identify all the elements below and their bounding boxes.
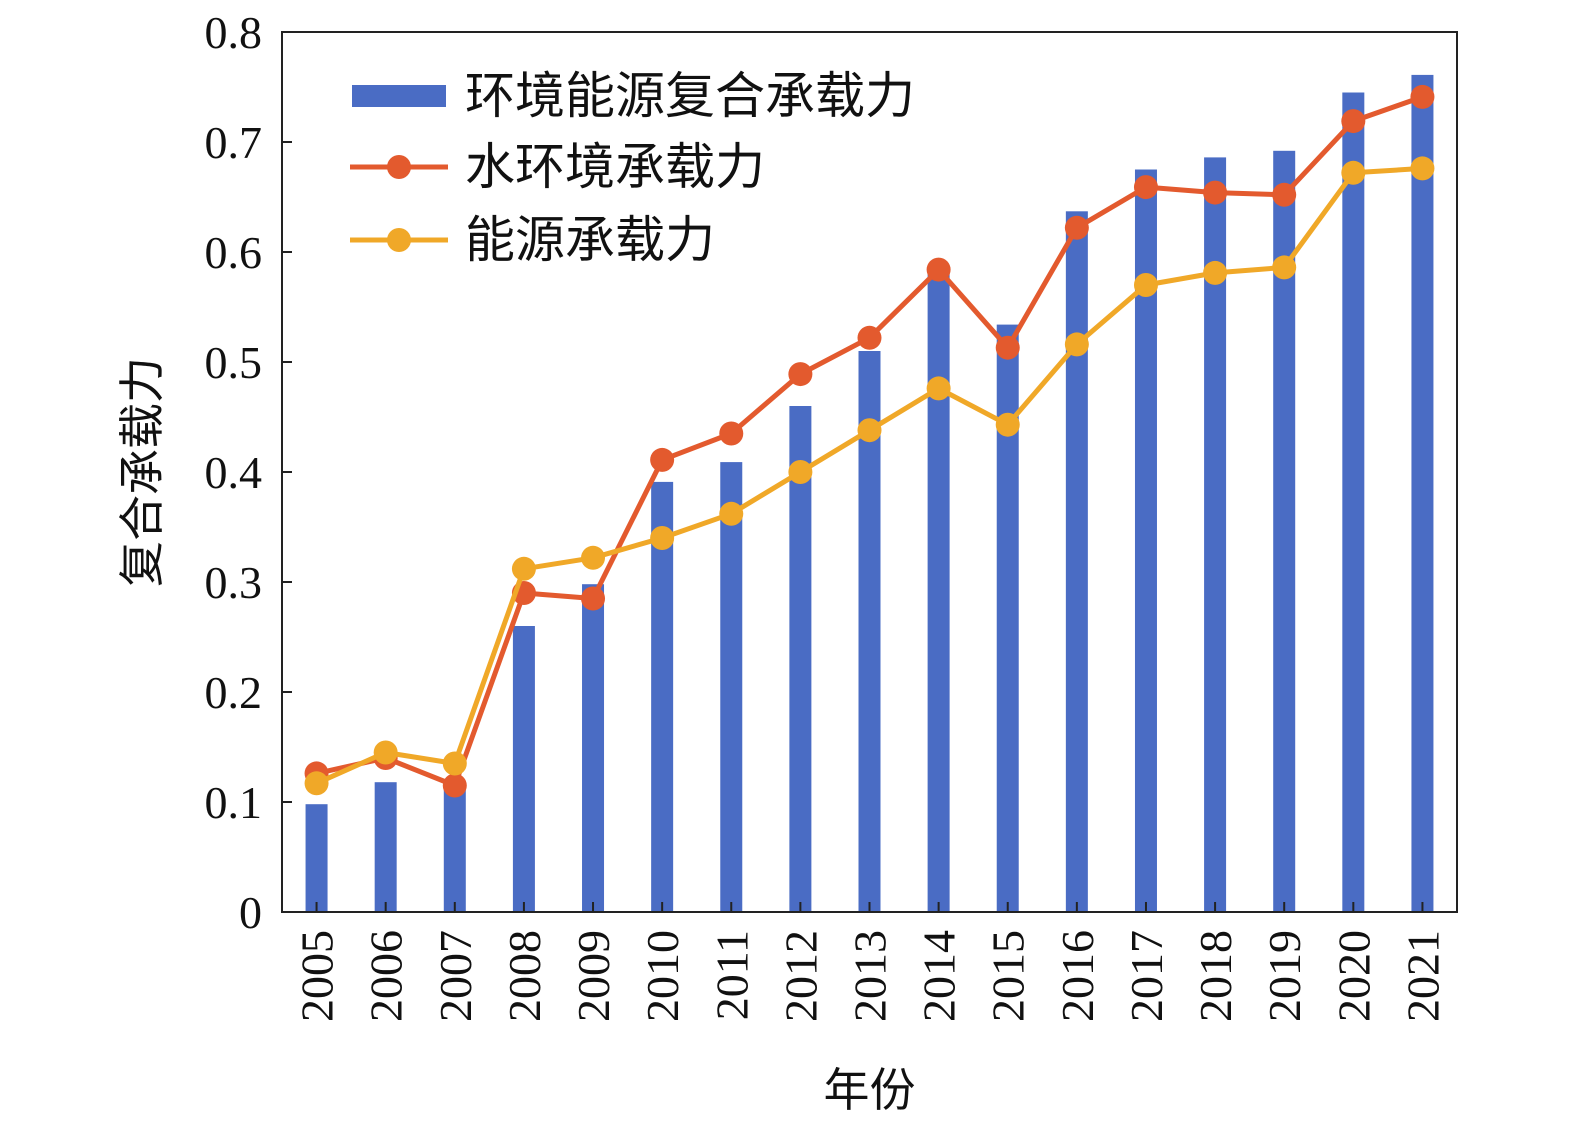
bar [305,804,328,912]
series-point [1203,180,1228,205]
series-point [926,257,951,282]
x-tick-label: 2014 [914,930,965,1022]
bar [582,584,605,912]
x-tick-label: 2012 [775,930,826,1022]
series-point [1272,255,1297,280]
y-tick-label: 0.7 [205,117,263,168]
x-tick-label: 2005 [292,930,343,1022]
bar [443,785,466,912]
series-point [581,586,606,611]
bar [996,324,1019,913]
series-point [1064,215,1089,240]
y-tick-label: 0.8 [205,7,263,58]
series-point [719,501,744,526]
legend-marker [387,155,411,179]
series-point [373,740,398,765]
y-tick-label: 0.3 [205,557,263,608]
series-point [788,460,813,484]
y-tick-label: 0.2 [205,667,263,718]
x-tick-label: 2017 [1121,930,1172,1022]
bar [1134,169,1157,912]
x-axis: 2005 2006 2007 2008 2009 2010 2011 2012 2013 2014… [292,902,1448,1022]
legend-label: 水环境承载力 [465,138,765,196]
x-tick-label: 2008 [499,930,550,1022]
bar [374,782,397,912]
x-tick-label: 2010 [637,930,688,1022]
series-point [1410,84,1435,109]
x-tick-label: 2020 [1328,930,1379,1022]
series-point [788,362,813,387]
series-point [857,325,882,350]
bar [1204,157,1227,912]
series-point [1064,332,1089,357]
series-point [995,412,1020,437]
y-tick-label: 0.6 [205,227,263,278]
bar [512,626,535,912]
x-tick-label: 2007 [430,930,481,1022]
series-point [442,773,467,798]
series-point [581,545,606,570]
bar [1273,150,1296,913]
legend-label: 能源承载力 [465,211,715,269]
x-tick-label: 2009 [568,930,619,1022]
series-point [1341,160,1366,185]
y-axis-label: 复合承载力 [115,357,169,587]
series-point [304,771,329,796]
y-tick-label: 0 [239,887,262,938]
legend-marker [387,228,411,252]
y-axis: 0 0.1 0.2 0.3 0.4 0.5 0.6 0.7 0.8 [205,7,292,938]
x-tick-label: 2019 [1259,930,1310,1022]
bar [1065,211,1088,913]
lines-layer [304,84,1435,798]
legend-swatch [352,85,446,107]
series-point [857,418,882,443]
x-axis-label: 年份 [824,1063,916,1117]
x-tick-label: 2015 [983,930,1034,1022]
y-tick-label: 0.5 [205,337,263,388]
x-tick-label: 2013 [845,930,896,1022]
series-point [1272,182,1297,207]
series-point [511,556,536,581]
series-point [1410,156,1435,181]
series-point [1203,260,1228,285]
y-tick-label: 0.1 [205,777,263,828]
series-point [719,421,744,446]
bar [1342,92,1365,912]
bar [720,462,743,912]
y-tick-label: 0.4 [205,447,263,498]
x-tick-label: 2016 [1052,930,1103,1022]
bar [789,406,812,912]
series-point [926,376,951,401]
x-tick-label: 2018 [1190,930,1241,1022]
series-point [1133,273,1158,297]
bar [651,481,674,912]
x-tick-label: 2011 [706,930,757,1020]
series-point [442,751,467,776]
x-tick-label: 2021 [1397,930,1448,1022]
x-tick-label: 2006 [361,930,412,1022]
series-point [1341,109,1366,134]
legend-label: 环境能源复合承载力 [465,67,915,125]
bar [927,274,950,912]
series-point [1133,175,1158,200]
bar [858,351,881,912]
series-point [650,526,675,550]
bar [1411,74,1434,912]
bars-layer [305,74,1434,913]
series-point [650,447,675,472]
series-point [995,335,1020,360]
